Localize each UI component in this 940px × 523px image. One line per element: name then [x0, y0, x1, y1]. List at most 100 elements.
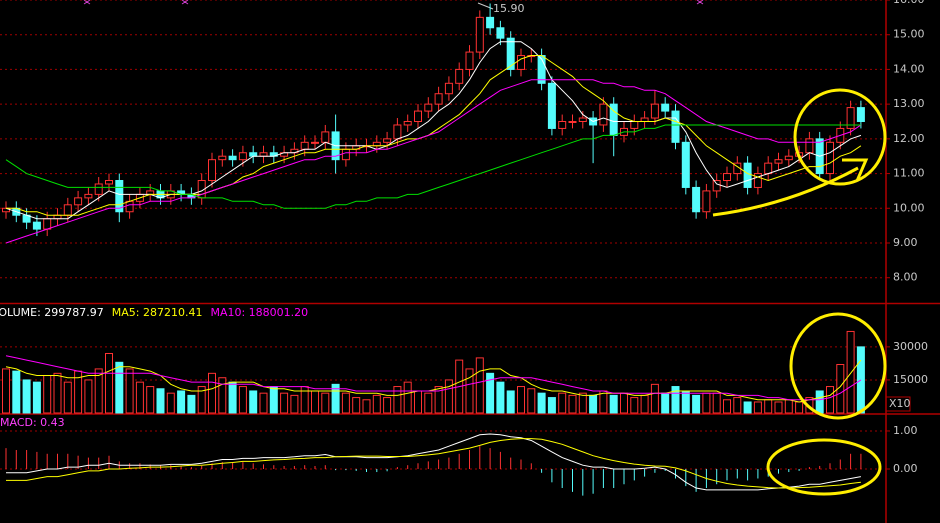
- volume-bar: [795, 401, 804, 414]
- arrow-head: [842, 158, 869, 182]
- volume-bar: [362, 399, 371, 414]
- candle-body: [228, 155, 237, 161]
- volume-bar: [218, 377, 227, 414]
- y-tick-label: 13.00: [893, 97, 925, 110]
- volume-bar: [609, 394, 618, 414]
- y-tick-label: 10.00: [893, 201, 925, 214]
- volume-bar: [372, 394, 381, 414]
- volume-bar: [681, 390, 690, 414]
- candle-body: [661, 103, 670, 112]
- indicator-line: [6, 438, 861, 489]
- candle-body: [341, 148, 350, 161]
- volume-bar: [228, 381, 237, 414]
- volume-bar: [403, 381, 412, 414]
- volume-bar: [156, 388, 165, 414]
- volume-bar: [187, 394, 196, 414]
- y-tick-label: 30000: [893, 340, 928, 353]
- highlight-circle: [793, 88, 887, 186]
- indicator-line: [5, 79, 862, 244]
- candle-body: [32, 221, 41, 230]
- volume-bar: [599, 390, 608, 414]
- volume-bar: [12, 370, 21, 414]
- candle-body: [475, 16, 484, 53]
- volume-bar: [43, 375, 52, 414]
- top-markers: [83, 0, 704, 5]
- indicator-line: [5, 124, 861, 209]
- volume-bar: [146, 386, 155, 414]
- candle-body: [125, 200, 134, 213]
- volume-unit: X10: [889, 397, 911, 410]
- volume-bar: [414, 390, 422, 414]
- y-tick-label: 16.00: [893, 0, 925, 6]
- volume-bar: [753, 401, 762, 414]
- candle-body: [846, 107, 855, 129]
- candle-body: [300, 141, 309, 150]
- volume-bar: [743, 401, 752, 414]
- volume-bar: [22, 379, 31, 414]
- volume-bar: [341, 392, 350, 414]
- candle-body: [568, 120, 577, 123]
- y-tick-label: 15000: [893, 373, 928, 386]
- volume-bar: [311, 390, 319, 414]
- volume-bar: [712, 392, 721, 414]
- legend-entry: VOLUME: 299787.97: [0, 306, 104, 319]
- volume-bar: [444, 379, 453, 414]
- volume-bar: [434, 386, 443, 414]
- y-tick-label: 1.00: [893, 424, 918, 437]
- volume-bar: [547, 397, 556, 414]
- unit-box: [885, 396, 911, 412]
- volume-bar: [321, 392, 330, 414]
- candle-body: [208, 159, 216, 182]
- candle-body: [712, 180, 721, 192]
- volume-bar: [815, 390, 824, 414]
- volume-bar: [249, 390, 258, 414]
- volume-bar: [465, 368, 474, 414]
- candle-body: [856, 107, 865, 122]
- volume-bar: [496, 381, 505, 414]
- volume-bar: [486, 372, 495, 414]
- y-tick-label: 9.00: [893, 236, 918, 249]
- legend-entry: MA10: 188001.20: [210, 306, 308, 319]
- candle-body: [784, 155, 793, 161]
- candle-body: [599, 103, 608, 126]
- highlight-circle: [789, 312, 887, 420]
- volume-bar: [135, 381, 144, 414]
- candle-body: [146, 190, 155, 195]
- legend-entry: MACD: 0.43: [0, 416, 65, 429]
- candle-body: [444, 82, 453, 95]
- candle-body: [578, 117, 587, 122]
- candle-body: [774, 159, 783, 164]
- volume-bar: [280, 392, 289, 414]
- candle-body: [311, 141, 319, 144]
- candle-body: [805, 138, 814, 154]
- volume-bar: [352, 397, 361, 414]
- volume-bar: [331, 383, 340, 414]
- y-tick-label: 15.00: [893, 28, 925, 41]
- candle-body: [455, 68, 464, 84]
- marker: [83, 0, 704, 5]
- y-tick-label: 11.00: [893, 167, 925, 180]
- volume-bar: [53, 372, 62, 414]
- indicator-line: [5, 355, 862, 401]
- candle-body: [764, 162, 773, 175]
- volume-bar: [125, 368, 134, 414]
- trend-arrow: [712, 166, 859, 217]
- candle-body: [547, 82, 556, 129]
- volume-bar: [32, 381, 41, 414]
- y-tick-label: 12.00: [893, 132, 925, 145]
- volume-bar: [764, 399, 773, 414]
- candle-body: [630, 120, 639, 129]
- volume-bar: [723, 399, 731, 414]
- candle-body: [826, 141, 834, 175]
- volume-bar: [774, 401, 783, 414]
- volume-bar: [94, 368, 103, 414]
- volume-bar: [671, 386, 680, 414]
- candle-body: [383, 138, 392, 143]
- candle-body: [434, 93, 443, 105]
- volume-bar: [578, 392, 587, 414]
- candle-body: [692, 186, 701, 213]
- volume-bar: [383, 397, 392, 414]
- volume-bar: [630, 397, 639, 414]
